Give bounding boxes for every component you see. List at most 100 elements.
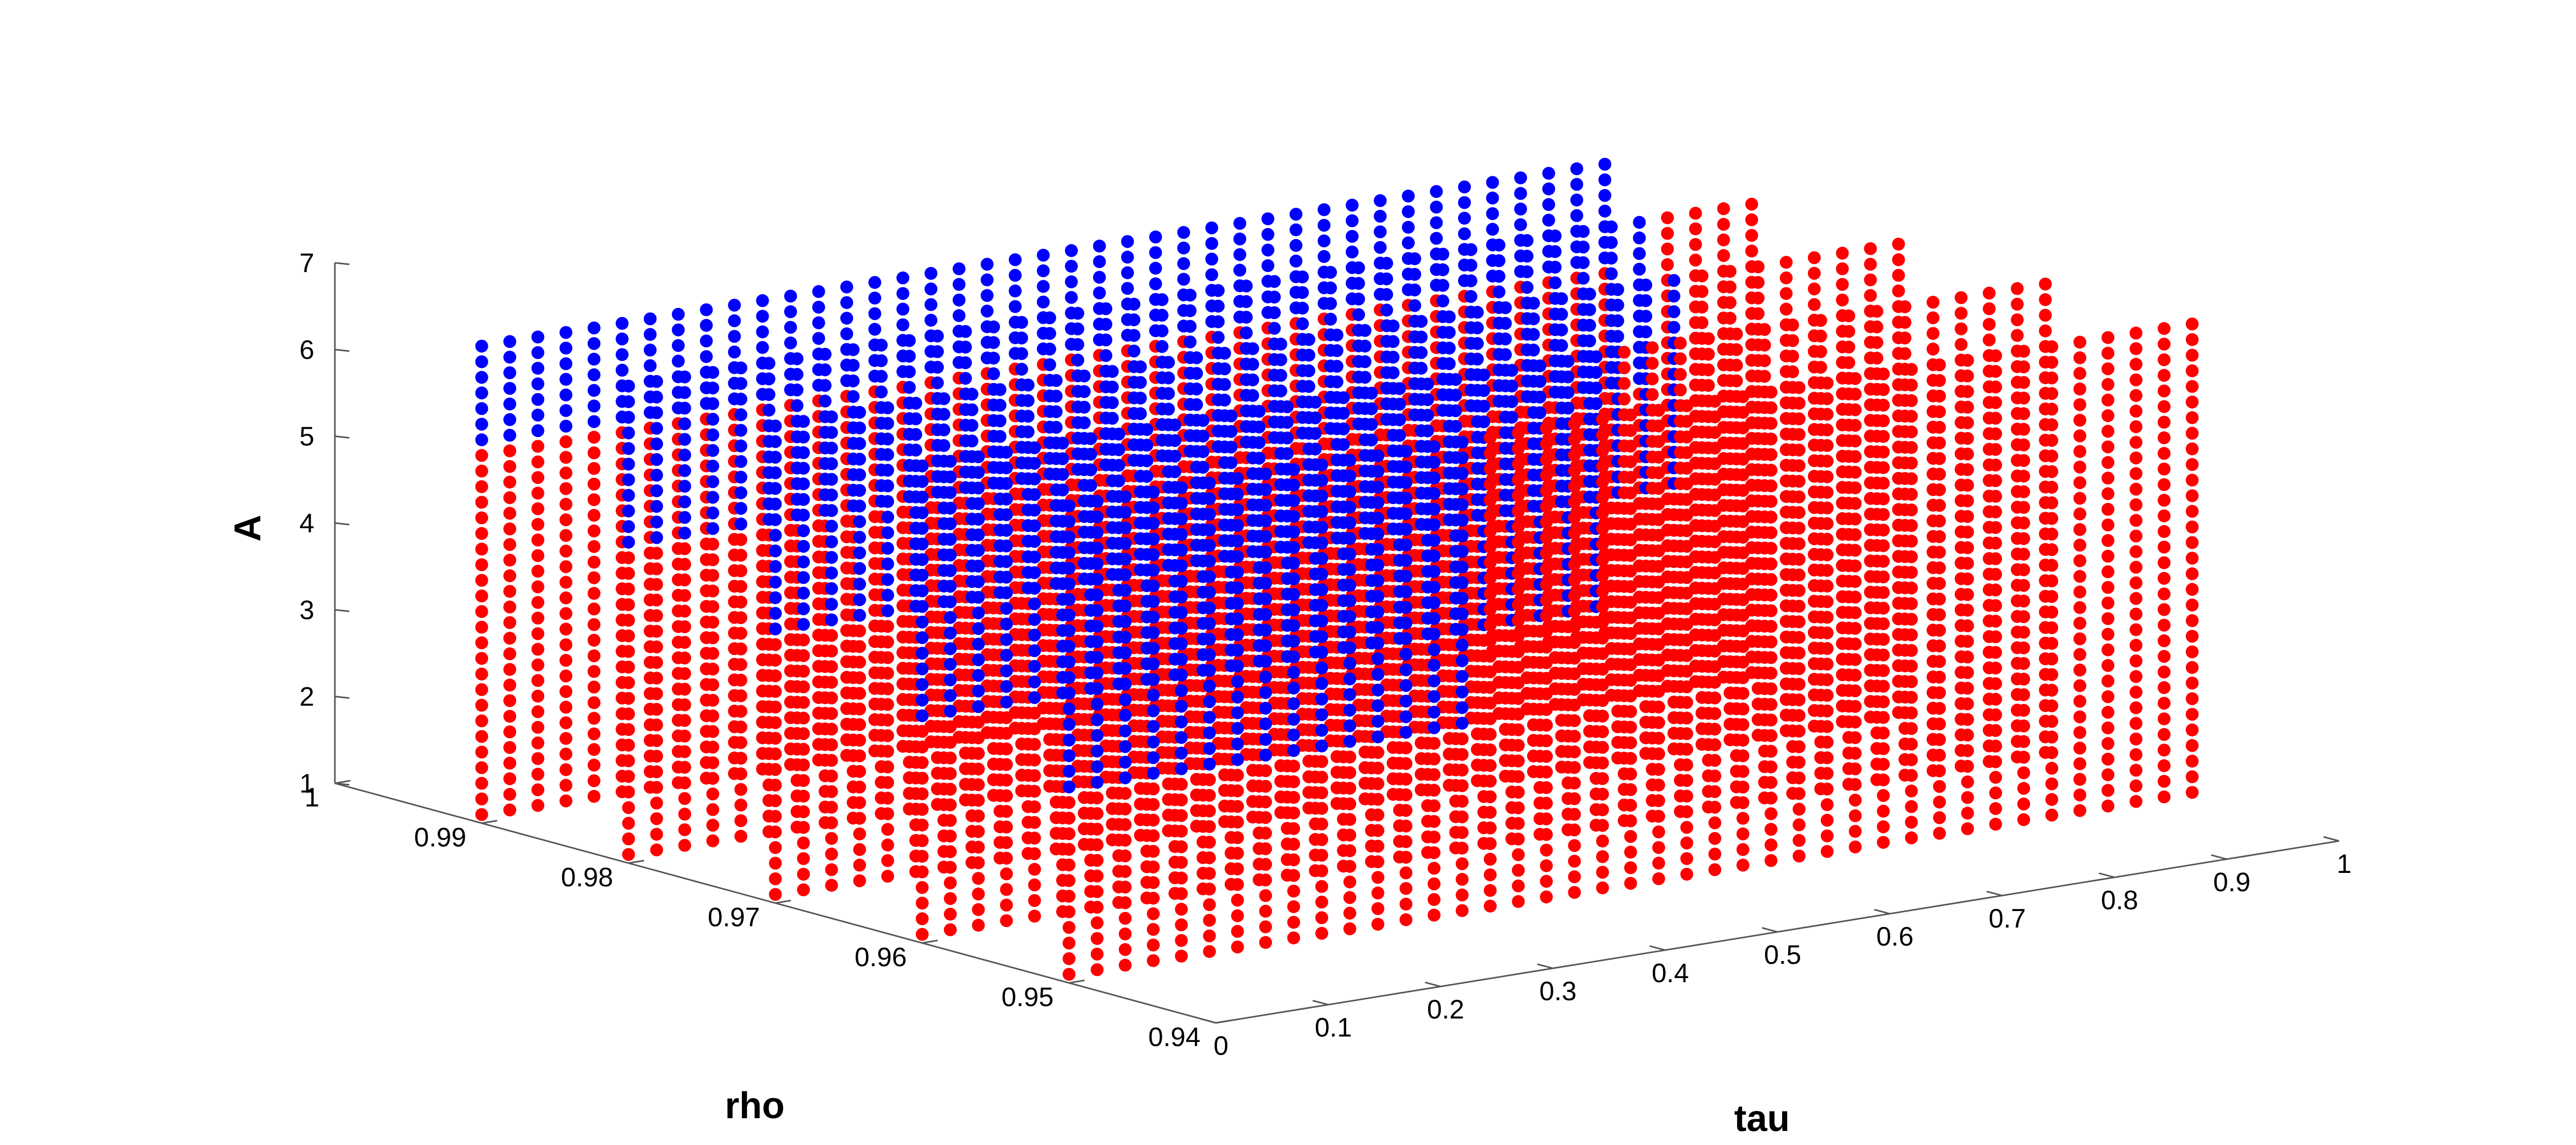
blue-point (1212, 331, 1225, 344)
red-point (1618, 346, 1631, 359)
blue-point (846, 343, 860, 357)
blue-point (1555, 323, 1568, 336)
blue-point (678, 386, 691, 399)
red-point (853, 624, 866, 637)
blue-point (1555, 292, 1568, 306)
blue-point (797, 602, 810, 615)
red-point (475, 449, 488, 462)
blue-point (1514, 187, 1527, 200)
blue-point (881, 573, 894, 586)
red-point (1674, 368, 1687, 381)
blue-point (959, 356, 972, 369)
blue-point (881, 526, 894, 540)
red-point (734, 627, 748, 640)
blue-point (916, 521, 929, 535)
blue-point (1493, 285, 1505, 298)
blue-point (1240, 311, 1253, 324)
blue-point (1415, 362, 1428, 375)
blue-point (1009, 253, 1022, 266)
blue-point (1084, 479, 1097, 492)
blue-point (853, 468, 866, 481)
red-point (678, 683, 691, 696)
blue-point (1542, 198, 1555, 211)
red-point (769, 700, 782, 714)
red-point (2039, 309, 2052, 322)
x-tick-label: 0.6 (1876, 922, 1913, 952)
red-point (560, 654, 572, 667)
blue-point (622, 442, 635, 455)
blue-point (797, 509, 810, 522)
blue-point (1156, 293, 1168, 306)
blue-point (1022, 425, 1035, 439)
blue-point (1533, 406, 1547, 419)
blue-point (1380, 288, 1393, 301)
blue-point (1268, 322, 1281, 335)
red-point (475, 590, 488, 602)
blue-point (1233, 263, 1246, 277)
blue-point (953, 309, 965, 322)
red-point (734, 580, 748, 593)
blue-point (825, 504, 838, 517)
red-point (531, 674, 545, 687)
blue-point (797, 446, 810, 459)
red-point (1982, 287, 1996, 300)
red-point (2039, 293, 2052, 306)
red-point (503, 569, 516, 582)
blue-point (868, 276, 882, 289)
red-point (1618, 392, 1631, 406)
blue-point (881, 511, 894, 524)
blue-point (1022, 378, 1035, 392)
blue-point (769, 560, 782, 573)
red-point (503, 507, 516, 520)
red-point (531, 455, 545, 468)
blue-point (1633, 247, 1646, 260)
blue-point (560, 388, 572, 401)
blue-point (672, 308, 685, 321)
blue-point (965, 434, 978, 448)
red-point (825, 754, 838, 767)
red-point (587, 540, 601, 553)
blue-point (1471, 352, 1484, 366)
red-point (1696, 269, 1708, 282)
blue-point (1458, 227, 1471, 241)
blue-point (643, 328, 657, 341)
red-point (916, 740, 929, 754)
blue-point (797, 477, 810, 491)
blue-point (1190, 367, 1203, 380)
blue-point (756, 310, 769, 323)
blue-point (937, 408, 951, 421)
red-point (531, 596, 545, 609)
blue-point (1190, 398, 1203, 411)
blue-point (980, 273, 994, 287)
red-point (853, 687, 866, 700)
red-point (853, 796, 866, 810)
blue-point (1134, 360, 1147, 374)
blue-point (944, 564, 957, 577)
blue-point (1000, 602, 1013, 615)
red-point (706, 725, 719, 738)
blue-point (1562, 386, 1574, 399)
blue-point (1252, 436, 1266, 449)
red-point (560, 685, 572, 698)
blue-point (853, 531, 866, 544)
blue-point (1415, 330, 1428, 344)
blue-point (678, 417, 691, 430)
blue-point (616, 363, 629, 377)
blue-point (1121, 235, 1134, 248)
blue-point (916, 553, 929, 566)
red-point (531, 580, 545, 594)
blue-point (881, 432, 894, 446)
blue-point (706, 491, 719, 504)
blue-point (734, 455, 748, 468)
blue-point (881, 495, 894, 508)
red-point (734, 767, 748, 781)
blue-point (1583, 303, 1596, 316)
red-point (475, 620, 488, 634)
blue-point (881, 588, 894, 602)
blue-point (1140, 470, 1154, 483)
blue-point (650, 468, 663, 482)
red-point (1661, 258, 1674, 271)
blue-point (650, 515, 663, 529)
blue-point (825, 473, 838, 486)
blue-point (678, 464, 691, 477)
